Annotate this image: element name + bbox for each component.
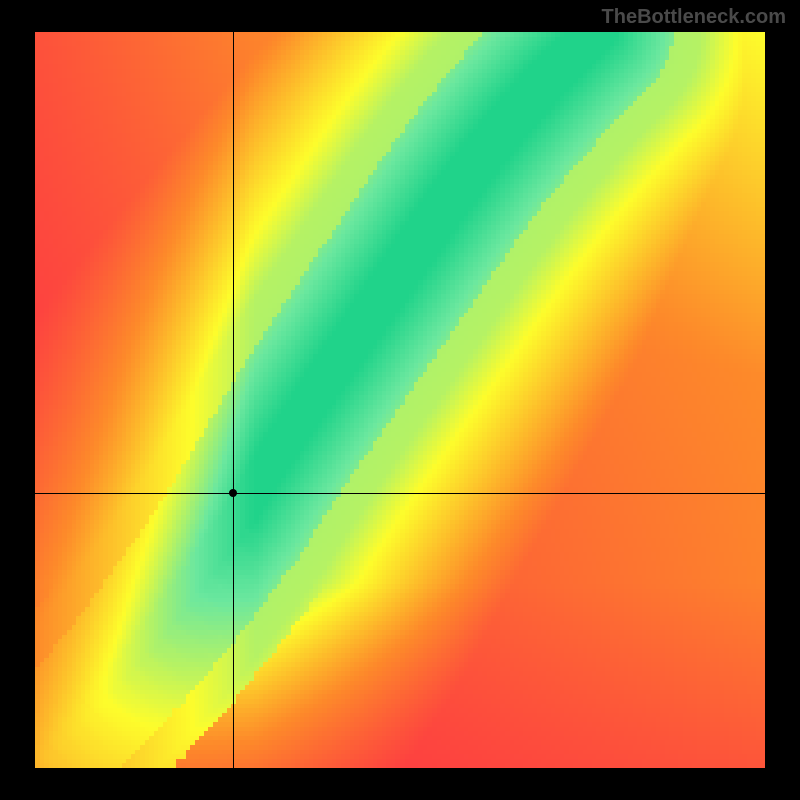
- crosshair-horizontal: [35, 493, 765, 494]
- plot-area: [35, 32, 765, 768]
- heatmap-canvas: [35, 32, 765, 768]
- watermark-text: TheBottleneck.com: [602, 6, 786, 29]
- crosshair-marker: [229, 489, 237, 497]
- crosshair-vertical: [233, 32, 234, 768]
